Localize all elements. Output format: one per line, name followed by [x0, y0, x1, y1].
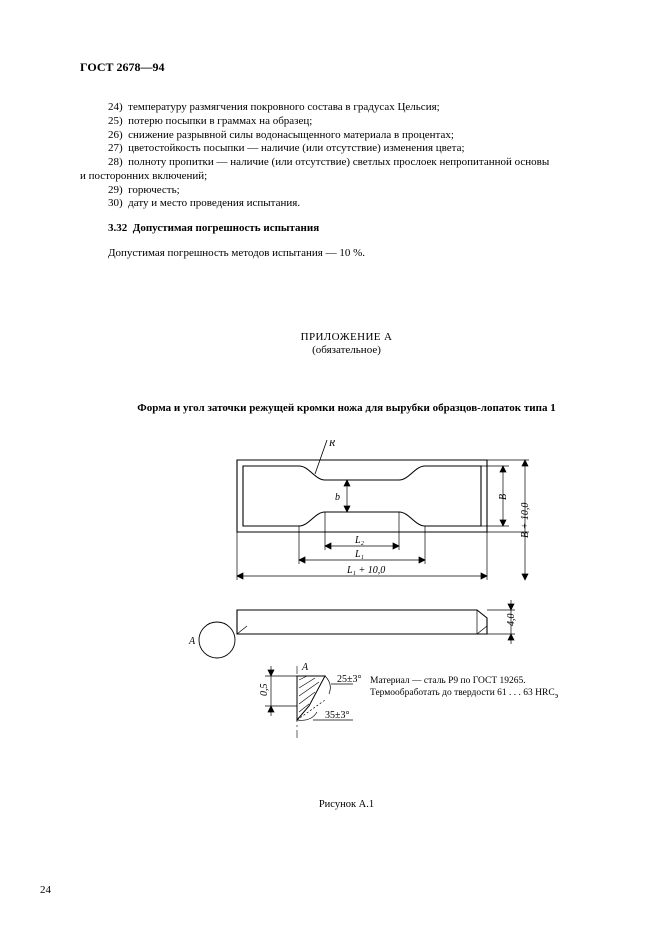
label-A-mark: A	[188, 636, 196, 647]
side-view	[237, 610, 487, 634]
label-A-detail: A	[301, 662, 309, 673]
page-number: 24	[40, 884, 51, 896]
list-item: 24) температуру размягчения покровного с…	[80, 101, 613, 115]
detail-a: A 25±	[259, 662, 362, 740]
top-view	[237, 440, 487, 532]
label-b: b	[335, 492, 340, 503]
appendix-title: ПРИЛОЖЕНИЕ А	[80, 331, 613, 345]
label-B10: B + 10,0	[520, 502, 531, 537]
figure-title: Форма и угол заточки режущей кромки ножа…	[80, 402, 613, 416]
document-header: ГОСТ 2678—94	[80, 60, 613, 75]
material-line2: Термообработать до твердости 61 . . . 63…	[370, 687, 558, 701]
label-05: 0,5	[259, 683, 270, 696]
list-item: 27) цветостойкость посыпки — наличие (ил…	[80, 142, 613, 156]
appendix-subtitle: (обязательное)	[80, 344, 613, 358]
list-item: 26) снижение разрывной силы водонасыщенн…	[80, 129, 613, 143]
appendix-header: ПРИЛОЖЕНИЕ А (обязательное)	[80, 331, 613, 359]
section-body: Допустимая погрешность методов испытания…	[80, 247, 613, 261]
list-item: 28) полноту пропитки — наличие (или отсу…	[80, 156, 613, 170]
list-item: 30) дату и место проведения испытания.	[80, 197, 613, 211]
section-heading: 3.32 Допустимая погрешность испытания	[80, 222, 613, 236]
figure-caption: Рисунок А.1	[80, 798, 613, 811]
label-ang35: 35±3°	[325, 710, 350, 721]
material-note: Материал — сталь Р9 по ГОСТ 19265. Термо…	[370, 675, 558, 702]
label-L2: L₂	[354, 535, 365, 546]
label-B: B	[498, 494, 509, 500]
label-ang25: 25±3°	[337, 674, 362, 685]
label-40: 4,0	[506, 613, 517, 626]
list-item: 25) потерю посыпки в граммах на образец;	[80, 115, 613, 129]
figure-diagram: R b B	[80, 440, 613, 770]
label-r: R	[328, 440, 335, 449]
material-line1: Материал — сталь Р9 по ГОСТ 19265.	[370, 675, 558, 687]
list-item-continuation: и посторонних включений;	[80, 170, 613, 184]
list-item: 29) горючесть;	[80, 184, 613, 198]
label-L1-10: L₁ + 10,0	[346, 565, 385, 576]
label-L1: L₁	[354, 549, 364, 560]
